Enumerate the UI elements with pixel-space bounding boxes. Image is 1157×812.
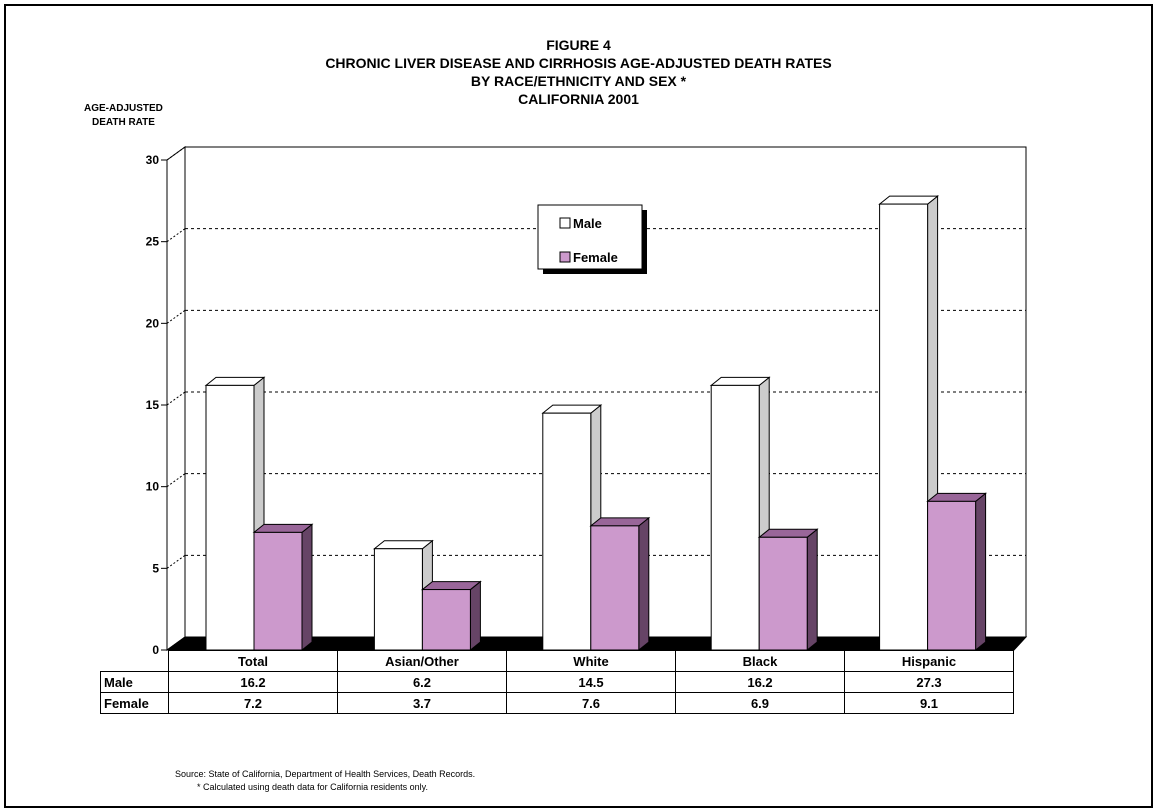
data-table-category-black: Black (675, 650, 845, 672)
data-table-category-total: Total (168, 650, 338, 672)
legend-label-male: Male (573, 216, 602, 231)
bar-female-hispanic (927, 500, 977, 651)
y-tick-label: 0 (152, 643, 159, 657)
data-table-category-asian-other: Asian/Other (337, 650, 507, 672)
data-table-row-label-female: Female (100, 692, 169, 714)
legend-swatch-male (559, 217, 571, 229)
data-table-cell: 27.3 (844, 671, 1014, 693)
data-table-corner (100, 650, 169, 672)
data-table-row-male: Male 16.2 6.2 14.5 16.2 27.3 (100, 671, 1014, 693)
bar-female-asian-other-top (420, 581, 482, 591)
source-notes: Source: State of California, Department … (175, 768, 475, 794)
data-table-cell: 16.2 (168, 671, 338, 693)
data-table-cell: 16.2 (675, 671, 845, 693)
data-table-cell: 7.6 (506, 692, 676, 714)
title-line-4: CALIFORNIA 2001 (518, 91, 639, 107)
data-table-header-row: Total Asian/Other White Black Hispanic (100, 650, 1014, 672)
data-table-cell: 9.1 (844, 692, 1014, 714)
bar-male-white (542, 412, 592, 651)
bar-female-total-side (301, 523, 313, 652)
y-tick-label: 10 (146, 480, 160, 494)
y-axis-label: AGE-ADJUSTED DEATH RATE (84, 102, 163, 130)
bar-female-white (590, 525, 640, 651)
legend-swatch-female (559, 251, 571, 263)
y-tick-label: 15 (146, 398, 160, 412)
data-table-row-female: Female 7.2 3.7 7.6 6.9 9.1 (100, 692, 1014, 714)
chart-title: FIGURE 4 CHRONIC LIVER DISEASE AND CIRRH… (0, 36, 1157, 108)
data-table: Total Asian/Other White Black Hispanic M… (100, 650, 1014, 714)
data-table-category-hispanic: Hispanic (844, 650, 1014, 672)
y-tick-label: 5 (152, 561, 159, 575)
bar-male-asian-other (373, 548, 423, 651)
bar-male-total (205, 384, 255, 651)
y-axis-label-line-1: AGE-ADJUSTED (84, 103, 163, 114)
title-line-1: FIGURE 4 (546, 37, 611, 53)
bar-female-black-top (757, 528, 819, 538)
bar-male-total-top (204, 376, 266, 386)
bar-male-hispanic (879, 203, 929, 651)
bar-female-white-side (638, 516, 650, 652)
data-table-cell: 7.2 (168, 692, 338, 714)
y-tick-label: 30 (146, 153, 160, 167)
data-table-category-white: White (506, 650, 676, 672)
title-line-2: CHRONIC LIVER DISEASE AND CIRRHOSIS AGE-… (325, 55, 832, 71)
title-line-3: BY RACE/ETHNICITY AND SEX * (470, 73, 687, 89)
y-axis-label-line-2: DEATH RATE (91, 117, 155, 128)
source-line: Source: State of California, Department … (175, 769, 476, 779)
data-table-cell: 3.7 (337, 692, 507, 714)
bar-female-black (758, 536, 808, 651)
bar-male-white-top (541, 404, 603, 414)
bar-female-asian-other-side (469, 580, 481, 652)
y-tick-label: 20 (146, 316, 160, 330)
figure-frame (4, 4, 1153, 808)
bar-female-total (253, 531, 303, 651)
legend-label-female: Female (573, 250, 618, 265)
legend-box (537, 204, 643, 270)
bar-female-white-top (589, 517, 651, 527)
bar-male-hispanic-top (878, 195, 940, 205)
y-tick-label: 25 (146, 235, 160, 249)
data-table-row-label-male: Male (100, 671, 169, 693)
bar-female-black-side (806, 528, 818, 652)
data-table-cell: 6.9 (675, 692, 845, 714)
bar-male-asian-other-top (372, 540, 434, 550)
data-table-cell: 6.2 (337, 671, 507, 693)
bar-male-black (710, 384, 760, 651)
bar-male-black-top (709, 376, 771, 386)
left-wall (166, 146, 186, 651)
footnote-line: * Calculated using death data for Califo… (197, 782, 428, 792)
data-table-cell: 14.5 (506, 671, 676, 693)
bar-female-hispanic-top (926, 492, 988, 502)
bar-female-hispanic-side (975, 492, 987, 652)
bar-female-total-top (252, 523, 314, 533)
bar-female-asian-other (421, 589, 471, 651)
